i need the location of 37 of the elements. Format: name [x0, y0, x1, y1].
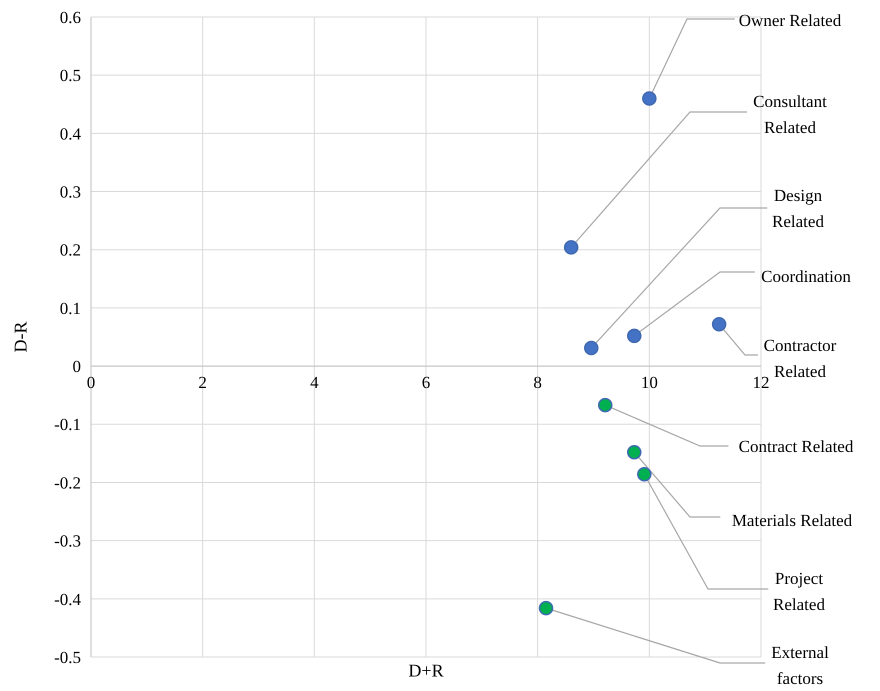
x-tick-label: 8: [533, 373, 542, 392]
y-tick-label: 0.2: [60, 240, 81, 260]
point: [598, 398, 612, 412]
y-tick-label: 0: [72, 357, 81, 376]
x-tick-label: 0: [86, 373, 96, 392]
annotation: External factors: [771, 643, 830, 688]
point: [637, 467, 652, 482]
y-tick-label: 0.3: [60, 182, 81, 202]
y-tick-label: -0.3: [54, 532, 81, 551]
y-tick-label: -0.5: [54, 648, 81, 667]
point: [642, 91, 657, 106]
annotation: Coordination: [761, 267, 852, 286]
annotation: Contract Related: [738, 437, 854, 456]
x-tick-label: 2: [198, 373, 207, 392]
y-tick-label: -0.1: [54, 415, 81, 434]
y-tick-label: 0.6: [60, 8, 81, 27]
y-tick-label: -0.4: [54, 590, 82, 609]
y-tick-label: 0.5: [60, 66, 81, 86]
x-tick-label: 6: [422, 373, 430, 392]
point: [627, 444, 642, 460]
point: [712, 316, 726, 332]
point: [627, 328, 642, 344]
point: [564, 240, 578, 255]
point: [584, 340, 599, 356]
x-tick-label: 4: [310, 373, 320, 392]
point: [538, 600, 554, 616]
y-tick-label: -0.2: [54, 473, 81, 492]
annotation: Owner Related: [738, 11, 842, 30]
annotation: Materials Related: [732, 511, 853, 530]
y-tick-label: 0.4: [60, 124, 82, 144]
annotation: Design Related: [772, 186, 824, 231]
annotation: Project Related: [773, 569, 826, 614]
y-axis-title: D-R: [10, 322, 30, 352]
annotation: Consultant Related: [753, 92, 828, 137]
x-tick-label: 10: [640, 373, 658, 392]
x-axis-title: D+R: [408, 660, 444, 681]
y-tick-label: 0.1: [60, 298, 81, 318]
